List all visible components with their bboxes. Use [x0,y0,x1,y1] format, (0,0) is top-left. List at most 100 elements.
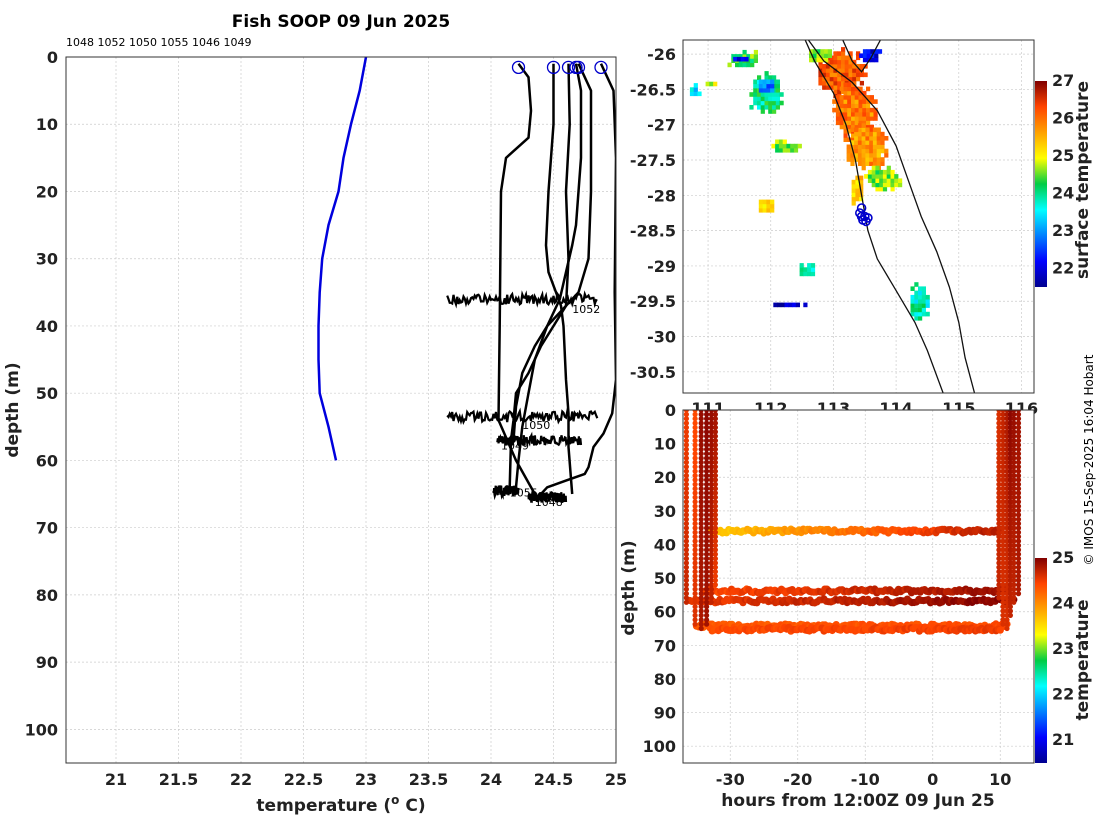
sst-cell [837,85,842,90]
cast-sample-point [704,521,710,527]
cast-sample-point [712,582,719,588]
cast-sample-point [683,586,690,592]
cast-sample-point [698,556,704,562]
cast-sample-point [1000,442,1006,448]
cast-sample-point [683,481,690,487]
sst-cell [846,157,851,162]
profile-id-label: 1048 [535,496,563,509]
cast-sample-point [996,424,1002,431]
cast-sample-point [1015,451,1022,457]
cast-sample-point [708,551,715,557]
cast-sample-point [996,591,1002,597]
sst-cell [894,174,899,179]
profile-line [544,63,574,495]
cast-sample-point [1000,551,1006,557]
map-y-tick-label: -30 [647,328,676,347]
sst-cell [857,148,863,154]
cast-sample-point [698,473,704,479]
cast-sample-point [704,481,710,487]
sst-cell [861,144,866,150]
sst-cell [844,72,849,78]
cast-sample-point [1000,591,1006,597]
sst-cell [837,64,842,69]
cast-sample-point [698,468,704,474]
sst-cell [873,116,878,121]
colorbar-tick-label: 23 [1052,221,1074,240]
x-tick-label: 21 [105,770,127,789]
sst-cell [858,116,863,121]
sst-cell [918,299,923,304]
profile-frame [65,56,617,764]
cast-sample-point [704,604,710,610]
cast-sample-point [996,595,1002,601]
sst-cell [871,169,876,175]
sst-cell [876,127,881,133]
sst-cell [689,87,695,92]
cast-sample-point [996,507,1002,514]
cast-sample-point [996,538,1002,544]
sst-cell [792,302,797,308]
sst-cell [866,112,871,117]
cast-sample-point [704,547,710,553]
sst-cell [837,68,842,73]
sst-cell [841,59,846,65]
sst-cell [753,58,758,63]
cast-sample-point [996,411,1002,417]
cast-sample-point [683,591,690,597]
sst-cell [803,271,808,277]
timeline-y-tick-label: 90 [654,704,676,723]
sst-cell [918,286,923,291]
sst-cell [833,55,838,61]
cast-sample-point [692,573,698,579]
sst-cell [921,311,926,317]
sst-cell [833,59,838,65]
cast-sample-point [1000,473,1006,479]
cast-sample-point [708,582,715,588]
sst-cell [869,131,874,137]
sst-cell [764,92,769,97]
sst-cell [880,136,885,141]
sst-cell [835,120,841,126]
profile-line [540,63,616,495]
cast-sample-point [704,507,710,514]
cast-sample-point [683,573,690,579]
sst-cell [882,182,888,188]
cast-sample-point [996,503,1002,509]
colorbar-tick-label: 23 [1052,639,1074,658]
sst-cell [859,184,864,189]
cast-sample-point [1007,612,1014,619]
profile-x-axis-label: temperature (o C) [256,793,425,816]
sst-cell [793,148,799,153]
sst-cell [879,169,884,175]
drop-id-list: 1048 1052 1050 1055 1046 1049 [66,36,251,49]
cast-sample-point [712,477,719,483]
sst-cell [750,62,755,68]
sst-cell [862,103,867,109]
cast-sample-point [683,473,690,479]
sst-cell [925,299,930,304]
sst-cell [886,178,891,183]
y-tick-label: 50 [36,384,58,403]
y-tick-label: 100 [25,720,58,739]
sst-cell [855,179,860,185]
timeline-y-tick-label: 80 [654,670,676,689]
colorbar-tick-label: 24 [1052,183,1074,202]
cast-sample-point [1015,573,1022,579]
cast-sample-point [708,499,715,505]
sst-cell [778,148,784,153]
cast-sample-point [683,595,690,601]
sst-cell [877,49,883,54]
sst-cell [862,120,867,126]
cast-sample-point [1011,410,1017,413]
sst-cell [766,83,771,89]
sst-cell [861,131,866,137]
profile-id-label: 1049 [501,440,529,453]
cast-sample-point [683,433,690,439]
y-tick-label: 10 [36,115,58,134]
profile-id-label: 1050 [522,419,550,432]
map-panel: 111 112 113 114 115 116-26-26.5-27-27.5-28-28… [630,39,1093,418]
sst-cell [760,105,765,110]
sst-cell [810,263,816,268]
cast-sample-point [698,416,704,422]
cast-sample-point [708,521,715,527]
